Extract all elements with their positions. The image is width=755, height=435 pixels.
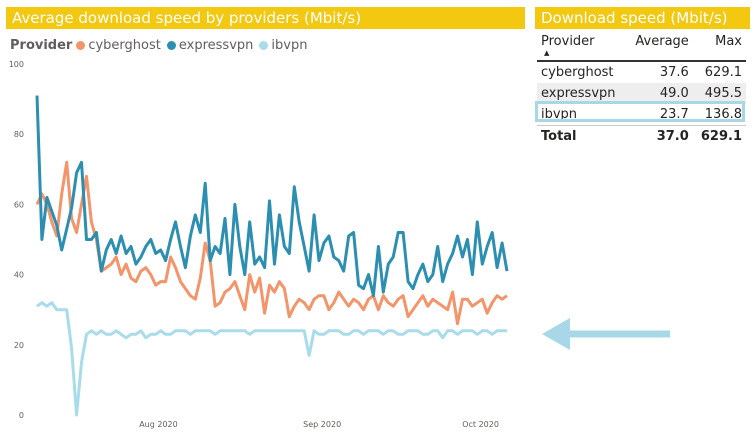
table-header-row: Provider ▲ Average Max xyxy=(537,33,746,61)
legend-label: expressvpn xyxy=(178,38,254,53)
legend-label: ibvpn xyxy=(271,38,308,53)
chart-title: Average download speed by providers (Mbi… xyxy=(6,7,525,29)
column-header-provider[interactable]: Provider ▲ xyxy=(537,33,626,61)
y-tick-label: 0 xyxy=(19,411,24,420)
series-line-expressvpn[interactable] xyxy=(35,95,509,298)
sort-ascending-icon: ▲ xyxy=(544,49,550,57)
y-tick-label: 60 xyxy=(14,200,24,209)
series-line-ibvpn[interactable] xyxy=(36,301,507,417)
legend-item-ibvpn[interactable]: ibvpn xyxy=(259,38,307,53)
cell-total-average: 37.0 xyxy=(626,125,693,147)
y-tick-label: 100 xyxy=(9,60,24,69)
legend-item-expressvpn[interactable]: expressvpn xyxy=(166,38,254,53)
download-speed-table: Provider ▲ Average Max cyberghost 37.6 6… xyxy=(537,33,746,147)
legend-dot-icon xyxy=(259,41,269,50)
cell-max: 629.1 xyxy=(704,65,742,80)
x-tick-label: Sep 2020 xyxy=(303,420,341,429)
x-tick-label: Oct 2020 xyxy=(462,420,499,429)
cell-average: 37.6 xyxy=(659,65,689,80)
table-row[interactable]: expressvpn 49.0 495.5 xyxy=(537,83,746,104)
cell-provider: ibvpn xyxy=(541,107,578,122)
cell-average: 49.0 xyxy=(659,86,689,101)
cell-provider: expressvpn xyxy=(541,86,616,101)
column-header-label: Provider xyxy=(541,34,595,49)
y-tick-label: 80 xyxy=(14,130,24,139)
line-chart[interactable]: 0 20 40 60 80 100 Aug 2020 Sep 2020 Oct 2020 xyxy=(0,0,530,435)
column-header-max[interactable]: Max xyxy=(715,34,742,49)
cell-max: 495.5 xyxy=(704,86,742,101)
cell-average: 23.7 xyxy=(659,107,689,122)
table-total-row: Total 37.0 629.1 xyxy=(537,125,746,147)
chart-legend: Provider cyberghost expressvpn ibvpn xyxy=(10,38,313,53)
table-row[interactable]: ibvpn 23.7 136.8 xyxy=(537,104,746,126)
cell-total-max: 629.1 xyxy=(692,125,746,147)
legend-title: Provider xyxy=(10,38,73,53)
legend-item-cyberghost[interactable]: cyberghost xyxy=(76,38,161,53)
legend-dot-icon xyxy=(166,41,176,50)
legend-label: cyberghost xyxy=(88,38,161,53)
column-header-average[interactable]: Average xyxy=(635,34,689,49)
cell-provider: cyberghost xyxy=(541,65,614,80)
y-tick-label: 40 xyxy=(14,271,24,280)
legend-dot-icon xyxy=(76,41,86,50)
left-arrow-icon xyxy=(542,318,670,350)
table-title: Download speed (Mbit/s) xyxy=(535,7,750,29)
ibvpn-row-highlight xyxy=(535,101,745,122)
series-line-cyberghost[interactable] xyxy=(35,160,508,326)
cell-max: 136.8 xyxy=(704,107,742,122)
y-tick-label: 20 xyxy=(14,341,24,350)
table-row[interactable]: cyberghost 37.6 629.1 xyxy=(537,61,746,83)
cell-total-label: Total xyxy=(537,125,627,147)
x-tick-label: Aug 2020 xyxy=(139,420,178,429)
